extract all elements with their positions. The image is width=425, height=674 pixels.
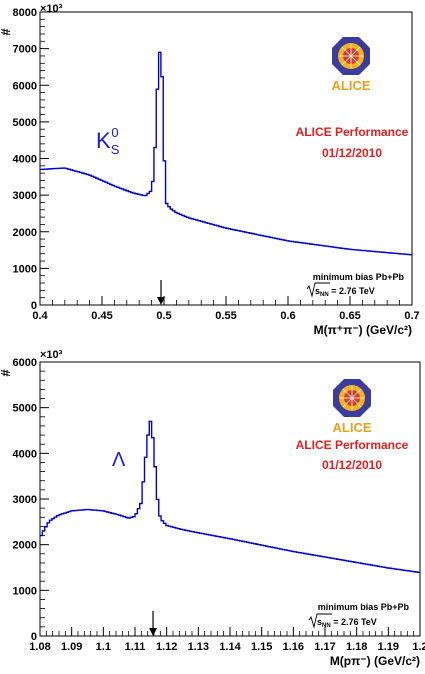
kshort-arrow-head	[157, 297, 166, 305]
kshort-plot-frame	[39, 11, 413, 306]
lambda-energy-info: sNN = 2.76 TeV	[308, 613, 377, 629]
kshort-x-tick-label: 0.4	[32, 310, 48, 322]
kshort-y-tick-label: 4000	[13, 154, 37, 166]
lambda-x-tick-label: 1.14	[219, 641, 241, 653]
kshort-y-tick-label: 2000	[13, 227, 37, 239]
kshort-x-tick-label: 0.45	[91, 310, 112, 322]
lambda-x-tick-label: 1.2	[412, 641, 425, 653]
kshort-y-tick-label: 0	[31, 300, 37, 312]
svg-text:sNN = 2.76 TeV: sNN = 2.76 TeV	[317, 617, 377, 629]
kshort-y-tick-label: 3000	[13, 190, 37, 202]
lambda-y-axis-label: #	[0, 369, 13, 377]
lambda-x-ticks: 1.08 1.09 1.1 1.11 1.12 1.13 1.14 1.15 1.16 1.17 1…	[29, 627, 425, 653]
kshort-x-tick-label: 0.6	[280, 310, 295, 322]
kshort-energy-value: = 2.76 TeV	[329, 286, 375, 296]
lambda-y-tick-label: 6000	[13, 357, 37, 369]
kshort-alice-logo: ALICE	[332, 37, 371, 93]
lambda-x-axis-label: M(pπ⁻) (GeV/c²)	[330, 654, 420, 668]
kshort-energy-s: s	[315, 286, 320, 296]
lambda-date-label: 01/12/2010	[322, 458, 382, 472]
lambda-x-tick-label: 1.16	[283, 641, 304, 653]
kshort-energy-sub: NN	[320, 292, 329, 298]
lambda-arrow-head	[149, 628, 158, 636]
kshort-logo-rays	[339, 44, 363, 68]
kshort-histogram-line	[40, 51, 412, 256]
lambda-y-tick-label: 3000	[13, 494, 37, 506]
kshort-y-tick-label: 5000	[13, 117, 37, 129]
kshort-y-tick-label: 7000	[13, 44, 37, 56]
lambda-y-tick-label: 0	[31, 631, 37, 643]
lambda-y-tick-label: 2000	[13, 540, 37, 552]
kshort-y-tick-label: 8000	[13, 7, 37, 19]
lambda-energy-sub: NN	[322, 623, 331, 629]
lambda-performance-label: ALICE Performance	[296, 438, 409, 452]
lambda-x-tick-label: 1.09	[61, 641, 82, 653]
kshort-energy-info: sNN = 2.76 TeV	[306, 282, 375, 298]
lambda-x-tick-label: 1.19	[378, 641, 399, 653]
kshort-performance-label: ALICE Performance	[296, 125, 409, 139]
kshort-date-label: 01/12/2010	[322, 146, 382, 160]
kshort-x-axis-label: M(π⁺π⁻) (GeV/c²)	[314, 323, 412, 337]
kshort-x-tick-label: 0.55	[215, 310, 236, 322]
lambda-x-tick-label: 1.1	[96, 641, 111, 653]
lambda-energy-value: = 2.76 TeV	[331, 617, 377, 627]
lambda-y-tick-label: 1000	[13, 585, 37, 597]
kshort-collision-info: minimum bias Pb+Pb	[313, 272, 405, 282]
kshort-sqrt-sign	[306, 282, 330, 298]
lambda-mass-arrow	[149, 611, 158, 636]
lambda-x-tick-label: 1.12	[156, 641, 177, 653]
lambda-logo-text: ALICE	[333, 420, 372, 435]
lambda-particle-label: Λ	[112, 449, 126, 471]
kshort-mass-arrow	[157, 280, 166, 305]
kshort-y-tick-label: 6000	[13, 80, 37, 92]
kshort-x-tick-label: 0.65	[339, 310, 360, 322]
lambda-x-tick-label: 1.08	[29, 641, 50, 653]
lambda-x-tick-label: 1.17	[314, 641, 335, 653]
lambda-y-multiplier: ×10³	[40, 349, 63, 361]
lambda-logo-rays	[340, 386, 364, 410]
lambda-x-tick-label: 1.11	[125, 641, 146, 653]
lambda-y-ticks: 0 1000 2000 3000 4000 5000 6000	[13, 357, 49, 643]
lambda-histogram-line	[40, 420, 420, 574]
kshort-particle-label: KS0	[96, 125, 120, 157]
lambda-y-tick-label: 5000	[13, 403, 37, 415]
lambda-collision-info: minimum bias Pb+Pb	[318, 602, 410, 612]
lambda-x-tick-label: 1.18	[346, 641, 367, 653]
lambda-energy-s: s	[317, 617, 322, 627]
lambda-panel: 0 1000 2000 3000 4000 5000 6000 1.08 1.09 1.1 1.1…	[0, 349, 425, 668]
kshort-y-axis-label: #	[0, 28, 13, 36]
kshort-x-tick-label: 0.5	[156, 310, 171, 322]
lambda-x-tick-label: 1.15	[251, 641, 272, 653]
kshort-y-tick-label: 1000	[13, 263, 37, 275]
kshort-x-tick-label: 0.7	[404, 310, 419, 322]
kshort-logo-text: ALICE	[332, 78, 371, 93]
kshort-y-ticks: 0 1000 2000 3000 4000 5000 6000 7000 8000	[13, 7, 49, 312]
kshort-x-ticks: 0.4 0.45 0.5 0.55 0.6 0.65 0.7	[32, 296, 420, 322]
svg-text:sNN = 2.76 TeV: sNN = 2.76 TeV	[315, 286, 375, 298]
lambda-y-tick-label: 4000	[13, 448, 37, 460]
lambda-alice-logo: ALICE	[333, 379, 372, 435]
lambda-sqrt-sign	[308, 613, 332, 629]
lambda-plot-frame	[39, 361, 421, 637]
lambda-x-tick-label: 1.13	[188, 641, 209, 653]
kshort-y-multiplier: ×10³	[40, 3, 63, 15]
